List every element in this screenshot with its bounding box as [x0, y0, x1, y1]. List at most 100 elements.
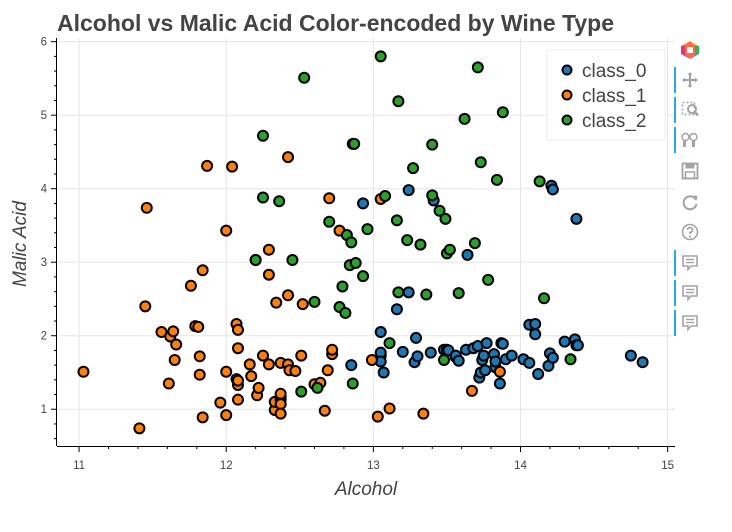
- data-point-class-2[interactable]: [336, 280, 349, 293]
- data-point-class-1[interactable]: [220, 224, 233, 237]
- data-point-class-0[interactable]: [489, 355, 502, 368]
- data-point-class-0[interactable]: [390, 303, 403, 316]
- data-point-class-2[interactable]: [496, 106, 509, 119]
- data-point-class-1[interactable]: [465, 384, 478, 397]
- help-tool[interactable]: [674, 219, 706, 245]
- data-point-class-1[interactable]: [170, 338, 183, 351]
- data-point-class-0[interactable]: [480, 337, 493, 350]
- reset-tool[interactable]: [674, 189, 706, 215]
- data-point-class-0[interactable]: [396, 345, 409, 358]
- data-point-class-1[interactable]: [417, 407, 430, 420]
- data-point-class-1[interactable]: [257, 349, 269, 362]
- data-point-class-1[interactable]: [252, 381, 265, 394]
- data-point-class-1[interactable]: [274, 407, 287, 420]
- hover-tool[interactable]: [674, 280, 706, 306]
- legend-marker-class-0[interactable]: [561, 64, 573, 76]
- data-point-class-2[interactable]: [346, 377, 359, 390]
- data-point-class-2[interactable]: [348, 137, 361, 150]
- data-point-class-2[interactable]: [392, 286, 405, 299]
- data-point-class-1[interactable]: [289, 365, 302, 378]
- data-point-class-2[interactable]: [323, 215, 336, 228]
- data-point-class-0[interactable]: [424, 346, 437, 359]
- data-point-class-1[interactable]: [226, 160, 239, 173]
- data-point-class-0[interactable]: [357, 197, 370, 210]
- data-point-class-2[interactable]: [383, 337, 396, 350]
- data-point-class-2[interactable]: [349, 256, 362, 269]
- data-point-class-2[interactable]: [374, 50, 387, 63]
- data-point-class-2[interactable]: [339, 306, 352, 319]
- data-point-class-0[interactable]: [345, 359, 358, 372]
- data-point-class-2[interactable]: [437, 353, 450, 366]
- data-point-class-1[interactable]: [139, 300, 152, 313]
- data-point-class-1[interactable]: [383, 402, 396, 415]
- data-point-class-2[interactable]: [482, 273, 495, 286]
- data-point-class-2[interactable]: [311, 381, 324, 394]
- data-point-class-2[interactable]: [249, 254, 262, 267]
- data-point-class-1[interactable]: [296, 298, 309, 311]
- data-point-class-0[interactable]: [529, 317, 542, 330]
- data-point-class-1[interactable]: [231, 393, 244, 406]
- data-point-class-1[interactable]: [231, 342, 244, 355]
- data-point-class-1[interactable]: [371, 410, 384, 423]
- data-point-class-1[interactable]: [282, 289, 295, 302]
- data-point-class-1[interactable]: [282, 151, 295, 164]
- data-point-class-1[interactable]: [231, 323, 244, 336]
- data-point-class-0[interactable]: [523, 356, 536, 369]
- data-point-class-0[interactable]: [377, 366, 390, 379]
- data-point-class-1[interactable]: [274, 398, 287, 411]
- data-point-class-2[interactable]: [426, 189, 439, 202]
- data-point-class-2[interactable]: [308, 295, 321, 308]
- data-point-class-2[interactable]: [390, 214, 403, 227]
- data-point-class-2[interactable]: [474, 156, 487, 169]
- data-point-class-2[interactable]: [533, 175, 546, 188]
- data-point-class-1[interactable]: [77, 365, 90, 378]
- data-point-class-2[interactable]: [414, 238, 427, 251]
- data-point-class-2[interactable]: [379, 190, 392, 203]
- data-point-class-1[interactable]: [193, 350, 206, 363]
- data-point-class-2[interactable]: [490, 173, 503, 186]
- data-point-class-1[interactable]: [196, 264, 209, 277]
- data-point-class-2[interactable]: [257, 191, 269, 204]
- data-point-class-1[interactable]: [140, 201, 153, 214]
- data-point-class-1[interactable]: [295, 349, 308, 362]
- data-point-class-0[interactable]: [624, 349, 637, 362]
- data-point-class-0[interactable]: [461, 248, 474, 261]
- data-point-class-2[interactable]: [443, 243, 456, 256]
- data-point-class-0[interactable]: [529, 328, 542, 341]
- data-point-class-0[interactable]: [558, 335, 571, 348]
- data-point-class-2[interactable]: [452, 287, 465, 300]
- data-point-class-2[interactable]: [433, 204, 446, 217]
- data-point-class-0[interactable]: [479, 364, 492, 377]
- data-point-class-0[interactable]: [410, 331, 423, 344]
- data-point-class-1[interactable]: [270, 296, 283, 309]
- data-point-class-0[interactable]: [571, 339, 584, 352]
- data-point-class-1[interactable]: [220, 365, 233, 378]
- data-point-class-1[interactable]: [220, 409, 233, 422]
- data-point-class-1[interactable]: [133, 422, 146, 435]
- box-zoom-tool[interactable]: [674, 97, 706, 123]
- data-point-class-2[interactable]: [407, 162, 420, 175]
- data-point-class-0[interactable]: [496, 337, 509, 350]
- data-point-class-0[interactable]: [493, 377, 506, 390]
- data-point-class-1[interactable]: [201, 159, 214, 172]
- legend-label-class-2[interactable]: class_2: [582, 111, 646, 132]
- legend[interactable]: class_0 class_1 class_2: [546, 49, 666, 141]
- data-point-class-2[interactable]: [564, 353, 577, 366]
- data-point-class-1[interactable]: [168, 353, 181, 366]
- data-point-class-1[interactable]: [493, 365, 506, 378]
- data-point-class-2[interactable]: [392, 95, 405, 108]
- legend-label-class-1[interactable]: class_1: [582, 86, 646, 107]
- data-point-class-1[interactable]: [274, 387, 287, 400]
- data-point-class-1[interactable]: [262, 358, 275, 371]
- data-point-class-1[interactable]: [243, 358, 256, 371]
- data-point-class-2[interactable]: [471, 61, 484, 74]
- data-point-class-1[interactable]: [214, 396, 227, 409]
- data-point-class-0[interactable]: [477, 349, 490, 362]
- data-point-class-1[interactable]: [365, 353, 378, 366]
- save-tool[interactable]: [674, 158, 706, 184]
- data-point-class-2[interactable]: [295, 385, 308, 398]
- data-point-class-2[interactable]: [286, 254, 299, 267]
- data-point-class-1[interactable]: [245, 370, 258, 383]
- data-point-class-0[interactable]: [402, 286, 415, 299]
- data-point-class-2[interactable]: [468, 237, 481, 250]
